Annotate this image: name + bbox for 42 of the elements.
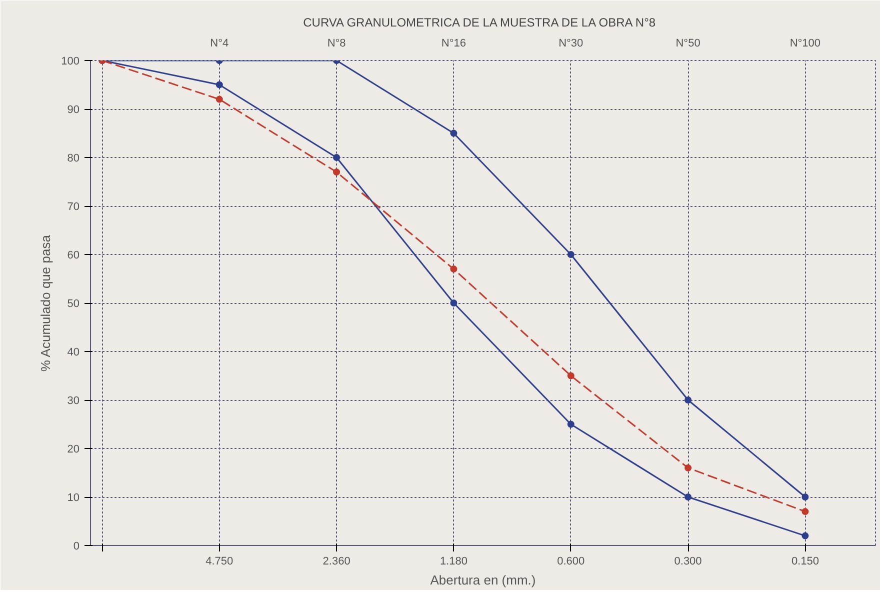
x-tick-label: 0.600 [557, 556, 585, 568]
point [333, 154, 340, 161]
y-tick-label: 90 [67, 104, 80, 116]
point [567, 420, 574, 428]
point [216, 96, 223, 103]
point [567, 251, 574, 258]
x-tick-label: 4.750 [206, 556, 234, 568]
y-tick-label: 30 [67, 395, 80, 407]
text: N°4 [210, 38, 229, 50]
point [333, 168, 340, 176]
point [684, 494, 692, 500]
point [802, 508, 809, 516]
y-tick-label: 80 [67, 152, 80, 164]
point [216, 81, 223, 88]
x-tick-label: 0.300 [674, 556, 702, 568]
y-tick-label: 40 [67, 346, 80, 358]
text: N°8 [327, 38, 346, 50]
text: N°100 [790, 38, 821, 50]
text: N°30 [558, 38, 584, 50]
y-tick-label: 0 [73, 540, 80, 552]
x-tick-label: 2.360 [322, 556, 350, 568]
y-tick-label: 10 [67, 492, 80, 504]
point [450, 130, 458, 137]
point [450, 300, 458, 306]
point [802, 494, 809, 500]
point [450, 266, 458, 273]
x-tick-label: 0.150 [791, 556, 819, 568]
y-axis-title: % Acumulado que pasa [38, 234, 54, 372]
point [684, 396, 692, 404]
y-tick-label: 100 [61, 56, 80, 68]
point [684, 464, 692, 472]
x-axis-title: Abertura en (mm.) [430, 572, 536, 588]
y-tick-label: 60 [67, 250, 80, 262]
text: N°16 [441, 38, 466, 50]
text: N°50 [676, 38, 700, 50]
y-tick-label: 50 [67, 298, 80, 310]
point [802, 532, 809, 540]
chart-title: CURVA GRANULOMETRICA DE LA MUESTRA DE LA OBRA N°8 [303, 16, 656, 30]
x-tick-label: 1.180 [440, 556, 468, 568]
y-tick-label: 20 [67, 444, 80, 456]
point [567, 372, 574, 380]
y-tick-label: 70 [67, 201, 80, 213]
